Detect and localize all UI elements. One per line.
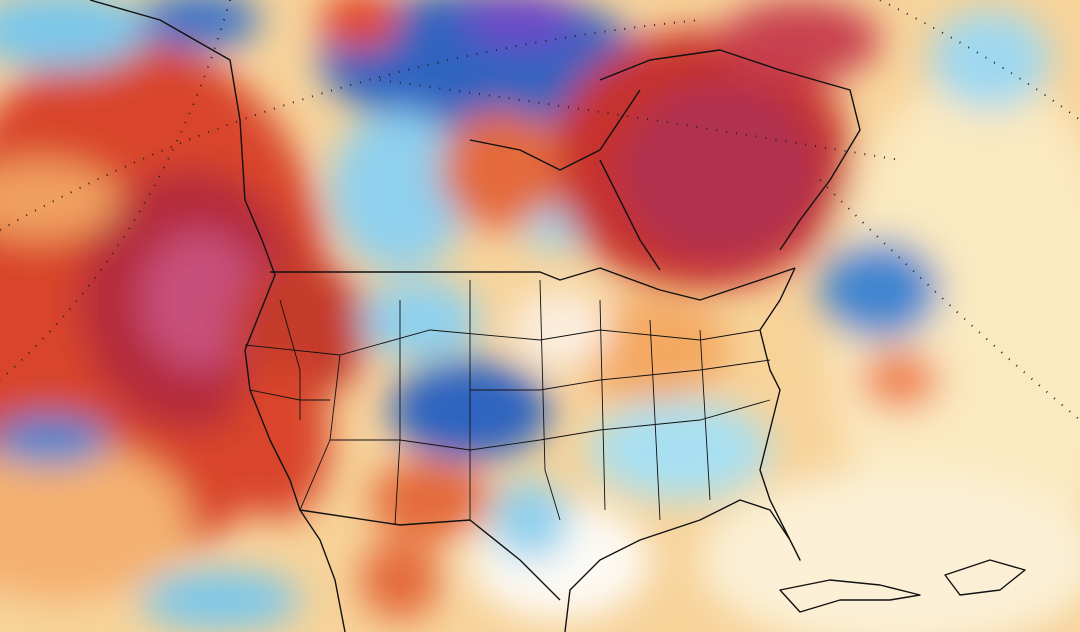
anomaly-area: [490, 480, 570, 560]
anomaly-area: [830, 70, 1080, 590]
anomaly-area: [0, 415, 110, 465]
anomaly-area: [360, 280, 480, 360]
hispaniola: [944, 559, 1026, 596]
anomaly-area: [0, 160, 120, 240]
state-borders: [244, 279, 771, 526]
hudson-bay-coastline: [599, 159, 661, 271]
anomaly-area: [140, 230, 260, 370]
state-border: [279, 299, 301, 420]
west-coastline: [89, 0, 346, 632]
anomaly-area: [140, 0, 260, 50]
east-coastline: [564, 267, 801, 632]
labrador-coastline: [599, 49, 861, 251]
anomaly-area: [570, 300, 730, 400]
anomaly-area: [860, 350, 940, 410]
hudson-bay-coastline: [469, 89, 641, 171]
state-border: [649, 319, 661, 521]
anomaly-area: [330, 110, 470, 270]
state-border: [599, 299, 606, 511]
anomaly-area: [0, 0, 150, 70]
state-border: [394, 300, 401, 526]
anomaly-area: [140, 570, 300, 630]
anomaly-area: [590, 400, 770, 500]
state-border: [299, 439, 331, 511]
anomaly-area: [510, 290, 610, 370]
boundaries: [89, 0, 1026, 632]
anomaly-area: [820, 240, 940, 340]
state-border: [699, 329, 711, 501]
anomaly-area: [460, 0, 580, 50]
anomaly-area: [370, 460, 490, 540]
us-canada-border: [270, 267, 796, 301]
anomaly-area: [620, 80, 820, 260]
anomaly-area: [0, 440, 190, 600]
anomaly-area: [930, 10, 1050, 110]
cuba: [779, 579, 921, 613]
state-border: [329, 354, 771, 451]
anomaly-area: [440, 110, 560, 230]
anomaly-area: [320, 0, 400, 50]
state-border: [539, 279, 561, 521]
anomaly-area: [230, 360, 330, 520]
state-border: [470, 359, 771, 391]
anomaly-area: [720, 0, 880, 80]
anomaly-area: [360, 540, 440, 620]
